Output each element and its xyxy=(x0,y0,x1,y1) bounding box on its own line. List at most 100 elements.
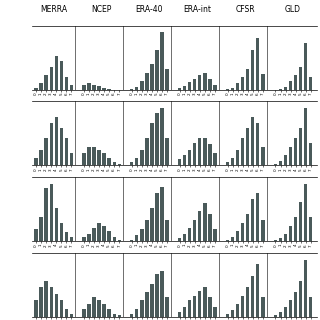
Bar xyxy=(304,260,307,317)
Bar xyxy=(299,281,302,317)
Bar xyxy=(87,84,91,90)
Bar xyxy=(50,287,53,317)
Bar xyxy=(135,308,139,317)
Bar xyxy=(241,77,244,90)
Bar xyxy=(60,128,63,165)
Bar xyxy=(39,217,43,241)
Bar xyxy=(44,281,48,317)
Bar xyxy=(178,312,181,317)
Bar xyxy=(130,163,133,165)
Text: ERA-40: ERA-40 xyxy=(136,5,163,14)
Bar xyxy=(102,226,106,241)
Bar xyxy=(82,84,85,90)
Bar xyxy=(198,291,202,317)
Bar xyxy=(60,300,63,317)
Bar xyxy=(198,75,202,90)
Bar xyxy=(102,88,106,90)
Bar xyxy=(135,158,139,165)
Bar xyxy=(92,147,96,165)
Bar xyxy=(65,308,68,317)
Bar xyxy=(231,88,234,90)
Bar xyxy=(145,220,148,241)
Bar xyxy=(82,236,85,241)
Bar xyxy=(203,138,206,165)
Bar xyxy=(284,155,287,165)
Bar xyxy=(213,153,217,165)
Text: ERA-int: ERA-int xyxy=(183,5,211,14)
Bar xyxy=(160,32,164,90)
Bar xyxy=(135,235,139,241)
Bar xyxy=(241,296,244,317)
Bar xyxy=(150,284,154,317)
Bar xyxy=(304,108,307,165)
Bar xyxy=(108,308,111,317)
Bar xyxy=(150,123,154,165)
Bar xyxy=(150,64,154,90)
Bar xyxy=(299,128,302,165)
Bar xyxy=(208,214,212,241)
Text: GLD: GLD xyxy=(285,5,301,14)
Bar xyxy=(130,89,133,90)
Bar xyxy=(70,236,73,241)
Bar xyxy=(279,161,282,165)
Bar xyxy=(261,74,265,90)
Bar xyxy=(193,79,196,90)
Text: MERRA: MERRA xyxy=(40,5,67,14)
Bar xyxy=(165,220,169,241)
Bar xyxy=(188,228,191,241)
Bar xyxy=(54,208,58,241)
Bar xyxy=(289,226,292,241)
Bar xyxy=(289,81,292,90)
Bar xyxy=(97,150,101,165)
Bar xyxy=(236,231,239,241)
Text: CFSR: CFSR xyxy=(236,5,255,14)
Bar xyxy=(309,77,312,90)
Bar xyxy=(65,232,68,241)
Bar xyxy=(246,128,249,165)
Bar xyxy=(226,89,229,90)
Bar xyxy=(289,300,292,317)
Bar xyxy=(294,217,297,241)
Bar xyxy=(299,67,302,90)
Bar xyxy=(208,144,212,165)
Bar xyxy=(256,193,260,241)
Bar xyxy=(117,164,121,165)
Bar xyxy=(39,287,43,317)
Bar xyxy=(183,155,186,165)
Bar xyxy=(165,138,169,165)
Bar xyxy=(44,188,48,241)
Bar xyxy=(241,138,244,165)
Bar xyxy=(284,87,287,90)
Bar xyxy=(251,117,254,165)
Bar xyxy=(198,211,202,241)
Bar xyxy=(113,236,116,241)
Bar xyxy=(50,67,53,90)
Bar xyxy=(279,238,282,241)
Bar xyxy=(203,204,206,241)
Bar xyxy=(178,238,181,241)
Bar xyxy=(160,108,164,165)
Bar xyxy=(208,297,212,317)
Bar xyxy=(294,138,297,165)
Bar xyxy=(156,113,159,165)
Bar xyxy=(261,147,265,165)
Bar xyxy=(309,143,312,165)
Bar xyxy=(108,231,111,241)
Bar xyxy=(231,158,234,165)
Bar xyxy=(236,84,239,90)
Bar xyxy=(274,164,277,165)
Bar xyxy=(102,153,106,165)
Bar xyxy=(208,79,212,90)
Bar xyxy=(246,214,249,241)
Bar xyxy=(92,228,96,241)
Bar xyxy=(289,147,292,165)
Bar xyxy=(130,240,133,241)
Bar xyxy=(193,296,196,317)
Bar xyxy=(226,314,229,317)
Bar xyxy=(140,229,144,241)
Bar xyxy=(117,315,121,317)
Bar xyxy=(274,240,277,241)
Bar xyxy=(113,314,116,317)
Bar xyxy=(294,75,297,90)
Bar xyxy=(256,38,260,90)
